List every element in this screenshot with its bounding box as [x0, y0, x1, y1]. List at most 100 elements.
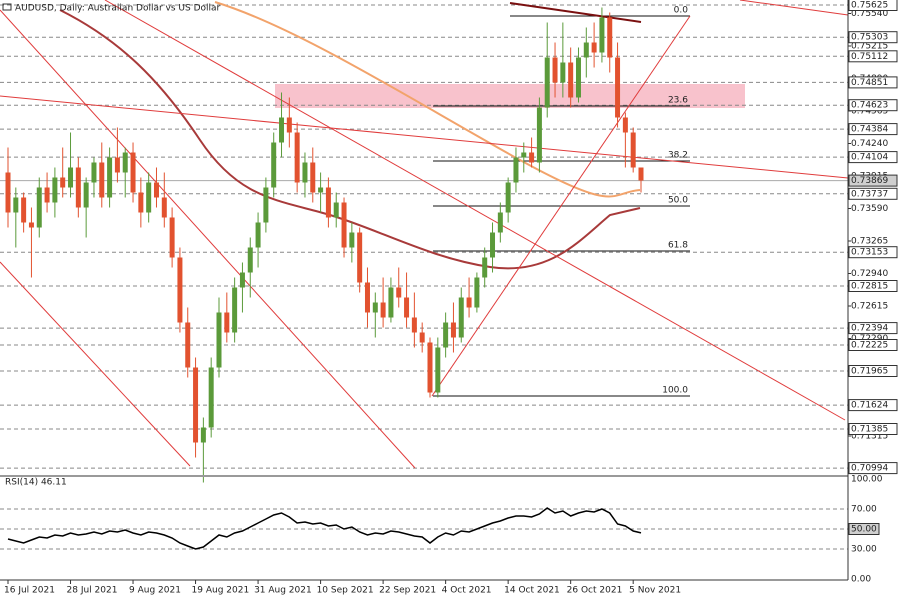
candle-body — [5, 172, 11, 213]
level-box — [848, 76, 898, 89]
fib-label: 61.8 — [668, 241, 688, 251]
candle-body — [568, 62, 574, 98]
y-tick-label: 0.72615 — [851, 302, 888, 312]
candle-body — [325, 187, 331, 218]
rsi-title: RSI(14) 46.11 — [5, 478, 67, 488]
candle-body — [521, 152, 527, 158]
x-tick-label: 9 Aug 2021 — [129, 586, 181, 596]
candle-body — [372, 302, 378, 313]
candle-body — [630, 132, 636, 168]
fib-label: 0.0 — [674, 6, 689, 16]
level-box — [848, 0, 898, 12]
candle-body — [239, 272, 245, 288]
candle-body — [607, 17, 613, 58]
candle-body — [443, 322, 449, 348]
candle-body — [44, 187, 50, 203]
level-label: 0.74384 — [851, 125, 888, 135]
rsi-line — [7, 507, 642, 550]
level-label: 0.74623 — [851, 101, 888, 111]
candle-body — [544, 57, 550, 108]
level-label: 0.72394 — [851, 324, 888, 334]
level-label: 0.75625 — [851, 1, 888, 11]
level-box — [848, 280, 898, 292]
candle-body — [490, 232, 496, 258]
candle-body — [482, 257, 488, 278]
level-label: 0.75303 — [851, 33, 888, 43]
candle-body — [302, 162, 308, 183]
candle-body — [185, 322, 191, 368]
candle-body — [52, 177, 58, 203]
trend-line — [0, 261, 191, 467]
resistance-zone — [275, 84, 745, 108]
candle-body — [349, 232, 355, 248]
level-box — [848, 322, 898, 335]
candle-body — [224, 312, 230, 333]
candle-body — [271, 142, 277, 188]
candle-body — [575, 57, 581, 98]
level-box — [848, 246, 898, 259]
candle-body — [388, 287, 394, 318]
x-tick-label: 31 Aug 2021 — [254, 586, 312, 596]
y-tick-label: 0.74565 — [851, 107, 888, 117]
candle-body — [380, 302, 386, 318]
rsi-level-box — [848, 523, 880, 535]
y-tick-label: 0.75215 — [851, 42, 888, 52]
candle-body — [161, 197, 167, 218]
candle-body — [28, 222, 34, 228]
level-label: 0.72225 — [851, 341, 888, 351]
candle-body — [200, 427, 206, 443]
candle-body — [364, 282, 370, 313]
fib-label: 50.0 — [668, 196, 688, 206]
level-label: 0.73737 — [851, 189, 888, 199]
candle-body — [60, 177, 66, 188]
level-box — [848, 174, 898, 187]
candle-body — [333, 202, 339, 218]
candle-body — [107, 157, 113, 198]
level-box — [848, 31, 898, 44]
level-box — [848, 123, 898, 136]
candle-body — [513, 157, 519, 183]
level-label: 0.70994 — [851, 464, 888, 474]
candle-body — [247, 247, 253, 273]
candle-body — [411, 317, 417, 333]
level-box — [848, 151, 898, 164]
candle-body — [130, 152, 136, 193]
candle-body — [536, 107, 542, 163]
candle-body — [68, 167, 74, 188]
x-tick-label: 22 Sep 2021 — [379, 586, 436, 596]
candle-body — [529, 152, 535, 163]
candle-body — [318, 187, 324, 193]
level-label: 0.71385 — [851, 425, 888, 435]
candle-body — [36, 187, 42, 228]
candle-body — [622, 117, 628, 133]
level-box — [848, 365, 898, 377]
chart-title: AUDUSD, Daily: Australian Dollar vs US D… — [15, 4, 221, 14]
level-box — [848, 187, 898, 200]
y-tick-label: 0.74240 — [851, 139, 888, 149]
candle-body — [232, 287, 238, 333]
candle-body — [177, 257, 183, 323]
candle-body — [552, 57, 558, 83]
candle-body — [286, 117, 292, 133]
candle-body — [474, 277, 480, 308]
x-tick-label: 16 Jul 2021 — [4, 586, 55, 596]
candle-body — [638, 167, 644, 181]
candle-body — [91, 162, 97, 183]
y-tick-label: 0.72940 — [851, 269, 888, 279]
candle-body — [294, 132, 300, 183]
candle-body — [114, 157, 120, 173]
candle-body — [146, 182, 152, 213]
rsi-tick-label: 0.00 — [851, 575, 871, 585]
x-tick-label: 4 Oct 2021 — [442, 586, 492, 596]
candle-body — [427, 342, 433, 393]
level-box — [848, 462, 898, 475]
candle-body — [396, 287, 402, 298]
y-tick-label: 0.73265 — [851, 237, 888, 247]
fib-label: 23.6 — [668, 96, 688, 106]
y-tick-label: 0.71315 — [851, 432, 888, 442]
candle-body — [591, 42, 597, 53]
candle-body — [404, 297, 410, 318]
candle-body — [341, 202, 347, 248]
level-box — [848, 423, 898, 435]
